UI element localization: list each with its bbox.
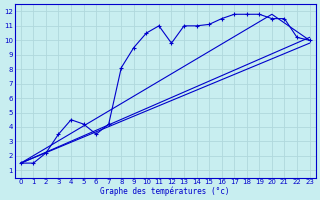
X-axis label: Graphe des températures (°c): Graphe des températures (°c) — [100, 186, 230, 196]
